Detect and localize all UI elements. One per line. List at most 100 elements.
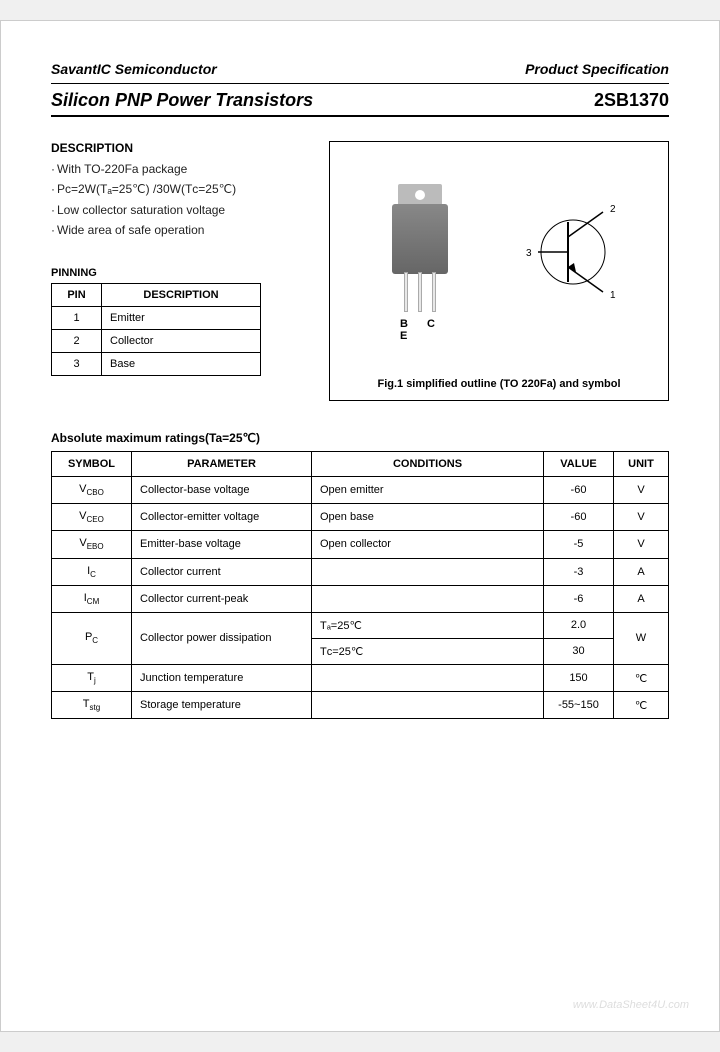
table-row: VEBO Emitter-base voltage Open collector…	[52, 531, 669, 558]
symbol-pin-1: 1	[610, 290, 616, 301]
package-lead	[404, 272, 408, 312]
pin-desc: Emitter	[102, 306, 261, 329]
cell-value: -5	[544, 531, 614, 558]
cell-unit: A	[614, 558, 669, 585]
pinning-heading: PINNING	[51, 267, 311, 279]
cell-unit: ℃	[614, 692, 669, 719]
description-list: With TO-220Fa package Pᴄ=2W(Tₐ=25℃) /30W…	[51, 159, 311, 241]
package-lead	[432, 272, 436, 312]
cell-value: 30	[544, 638, 614, 664]
cell-symbol: PC	[52, 612, 132, 664]
table-header-row: PIN DESCRIPTION	[52, 283, 261, 306]
cell-symbol: Tj	[52, 664, 132, 691]
cell-symbol: VCEO	[52, 504, 132, 531]
cell-value: 2.0	[544, 612, 614, 638]
cell-cond: Tᴄ=25℃	[312, 638, 544, 664]
part-number: 2SB1370	[594, 90, 669, 111]
table-header-row: SYMBOL PARAMETER CONDITIONS VALUE UNIT	[52, 452, 669, 477]
cell-symbol: ICM	[52, 585, 132, 612]
table-row: Tj Junction temperature 150 ℃	[52, 664, 669, 691]
cell-unit: V	[614, 504, 669, 531]
cell-value: -60	[544, 477, 614, 504]
cell-param: Collector power dissipation	[132, 612, 312, 664]
cell-param: Collector-emitter voltage	[132, 504, 312, 531]
cell-unit: V	[614, 531, 669, 558]
table-row: 3 Base	[52, 352, 261, 375]
symbol-pin-2: 2	[610, 204, 616, 215]
page-header: SavantIC Semiconductor Product Specifica…	[51, 61, 669, 83]
table-row: VCBO Collector-base voltage Open emitter…	[52, 477, 669, 504]
package-lead	[418, 272, 422, 312]
ratings-table: SYMBOL PARAMETER CONDITIONS VALUE UNIT V…	[51, 451, 669, 719]
cell-value: -3	[544, 558, 614, 585]
desc-item: Pᴄ=2W(Tₐ=25℃) /30W(Tᴄ=25℃)	[51, 179, 311, 199]
product-family: Silicon PNP Power Transistors	[51, 90, 313, 111]
cell-value: 150	[544, 664, 614, 691]
cell-symbol: Tstg	[52, 692, 132, 719]
pin-desc: Collector	[102, 329, 261, 352]
upper-content: DESCRIPTION With TO-220Fa package Pᴄ=2W(…	[51, 141, 669, 401]
figure-box: B C E 2 1 3 Fig.1 simplified	[329, 141, 669, 401]
col-parameter: PARAMETER	[132, 452, 312, 477]
cell-param: Collector current-peak	[132, 585, 312, 612]
pin-num: 2	[52, 329, 102, 352]
pin-num: 1	[52, 306, 102, 329]
cell-param: Junction temperature	[132, 664, 312, 691]
table-row: Tstg Storage temperature -55~150 ℃	[52, 692, 669, 719]
pin-desc: Base	[102, 352, 261, 375]
cell-cond: Open emitter	[312, 477, 544, 504]
table-row: IC Collector current -3 A	[52, 558, 669, 585]
spec-label: Product Specification	[525, 61, 669, 77]
transistor-symbol-icon: 2 1 3	[518, 192, 638, 312]
cell-symbol: VEBO	[52, 531, 132, 558]
symbol-pin-3: 3	[526, 248, 532, 259]
desc-item: With TO-220Fa package	[51, 159, 311, 179]
table-row: ICM Collector current-peak -6 A	[52, 585, 669, 612]
col-pin: PIN	[52, 283, 102, 306]
cell-cond	[312, 664, 544, 691]
cell-cond: Tₐ=25℃	[312, 612, 544, 638]
watermark-text: www.DataSheet4U.com	[573, 999, 689, 1011]
cell-value: -55~150	[544, 692, 614, 719]
pin-num: 3	[52, 352, 102, 375]
cell-param: Collector current	[132, 558, 312, 585]
title-rule	[51, 115, 669, 117]
col-unit: UNIT	[614, 452, 669, 477]
cell-value: -6	[544, 585, 614, 612]
cell-cond: Open base	[312, 504, 544, 531]
description-heading: DESCRIPTION	[51, 141, 311, 155]
table-row: 1 Emitter	[52, 306, 261, 329]
cell-cond	[312, 558, 544, 585]
col-desc: DESCRIPTION	[102, 283, 261, 306]
desc-item: Wide area of safe operation	[51, 220, 311, 240]
figure-caption: Fig.1 simplified outline (TO 220Fa) and …	[330, 378, 668, 390]
package-hole	[415, 190, 425, 200]
cell-cond	[312, 585, 544, 612]
table-row: PC Collector power dissipation Tₐ=25℃ 2.…	[52, 612, 669, 638]
pinning-table: PIN DESCRIPTION 1 Emitter 2 Collector 3 …	[51, 283, 261, 376]
cell-value: -60	[544, 504, 614, 531]
cell-unit: V	[614, 477, 669, 504]
cell-param: Emitter-base voltage	[132, 531, 312, 558]
cell-unit: ℃	[614, 664, 669, 691]
cell-unit: W	[614, 612, 669, 664]
table-row: VCEO Collector-emitter voltage Open base…	[52, 504, 669, 531]
left-column: DESCRIPTION With TO-220Fa package Pᴄ=2W(…	[51, 141, 311, 401]
company-name: SavantIC Semiconductor	[51, 61, 217, 77]
ratings-heading: Absolute maximum ratings(Ta=25℃)	[51, 431, 669, 445]
pin-labels-bce: B C E	[400, 318, 460, 342]
cell-symbol: VCBO	[52, 477, 132, 504]
package-body	[392, 204, 448, 274]
col-conditions: CONDITIONS	[312, 452, 544, 477]
cell-cond: Open collector	[312, 531, 544, 558]
figure-column: B C E 2 1 3 Fig.1 simplified	[329, 141, 669, 401]
package-outline-icon: B C E	[380, 182, 460, 312]
cell-unit: A	[614, 585, 669, 612]
title-row: Silicon PNP Power Transistors 2SB1370	[51, 84, 669, 115]
desc-item: Low collector saturation voltage	[51, 200, 311, 220]
col-value: VALUE	[544, 452, 614, 477]
cell-param: Collector-base voltage	[132, 477, 312, 504]
cell-symbol: IC	[52, 558, 132, 585]
cell-cond	[312, 692, 544, 719]
cell-param: Storage temperature	[132, 692, 312, 719]
